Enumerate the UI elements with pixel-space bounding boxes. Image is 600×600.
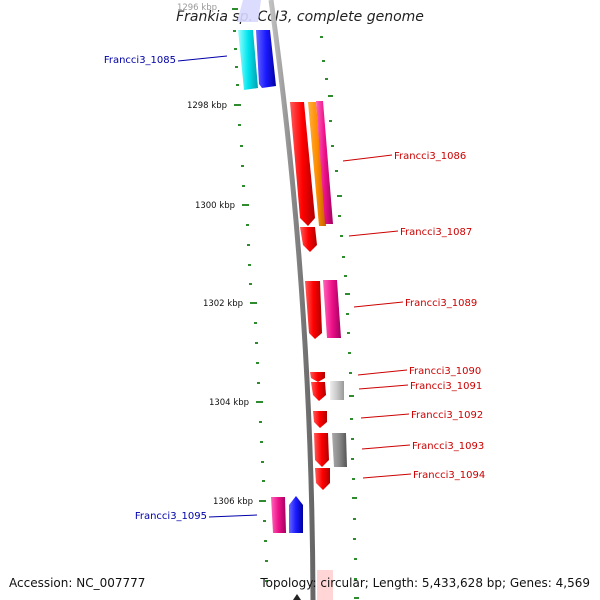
label-connector xyxy=(358,384,409,390)
gene-cds-francci3-1092[interactable] xyxy=(313,411,327,428)
gene-label[interactable]: Francci3_1087 xyxy=(400,227,472,238)
gene-cds-magenta[interactable] xyxy=(323,280,341,338)
gene-cds-francci3-1086[interactable] xyxy=(290,102,315,226)
gene-cds-magenta[interactable] xyxy=(271,497,286,533)
label-connector xyxy=(353,301,404,308)
gene-label[interactable]: Francci3_1095 xyxy=(135,511,207,522)
gene-label[interactable]: Francci3_1091 xyxy=(410,381,482,392)
gene-label[interactable]: Francci3_1094 xyxy=(413,470,485,481)
gene-cds-red[interactable] xyxy=(311,382,326,401)
outer-tick-dots xyxy=(320,36,359,599)
gene-cds-francci3-1094[interactable] xyxy=(315,468,330,490)
accession-text: Accession: NC_007777 xyxy=(9,576,146,590)
tick-label: 1300 kbp xyxy=(195,201,235,211)
gene-label[interactable]: Francci3_1092 xyxy=(411,410,483,421)
tick-label: 1296 kbp xyxy=(177,3,217,13)
gene-label[interactable]: Francci3_1085 xyxy=(104,55,176,66)
gene-label[interactable]: Francci3_1086 xyxy=(394,151,466,162)
marker-triangle xyxy=(293,594,301,600)
gene-cds-francci3-1085[interactable] xyxy=(238,30,258,90)
gene-cds-francci3-1090[interactable] xyxy=(310,372,325,382)
inner-tick-dots xyxy=(232,8,268,582)
gene-label[interactable]: Francci3_1090 xyxy=(409,366,481,377)
gene-cds-francci3-1093[interactable] xyxy=(314,433,329,467)
gene-cds-orange[interactable] xyxy=(308,102,326,226)
label-connector xyxy=(361,444,411,450)
label-connector xyxy=(357,369,408,376)
label-connector xyxy=(177,55,228,62)
gene-label[interactable]: Francci3_1093 xyxy=(412,441,484,452)
genome-stats-text: Topology: circular; Length: 5,433,628 bp… xyxy=(260,576,590,590)
gene-cds-francci3-1087[interactable] xyxy=(300,227,317,252)
label-connector xyxy=(362,473,412,479)
gene-cds-gray[interactable] xyxy=(332,433,347,467)
gene-cds-faint-red[interactable] xyxy=(317,570,333,600)
gene-cds-faint-blue[interactable] xyxy=(237,0,261,22)
gene-cds-magenta[interactable] xyxy=(316,101,333,224)
gene-cds-francci3-1089[interactable] xyxy=(305,281,322,339)
label-connector xyxy=(348,230,399,237)
tick-label: 1304 kbp xyxy=(209,398,249,408)
gene-cds-blue[interactable] xyxy=(256,30,276,88)
tick-label: 1302 kbp xyxy=(203,299,243,309)
gene-cds-francci3-1095[interactable] xyxy=(289,496,303,533)
tick-label: 1298 kbp xyxy=(187,101,227,111)
tick-label: 1306 kbp xyxy=(213,497,253,507)
label-connector xyxy=(360,413,410,419)
label-connector xyxy=(342,154,393,162)
gene-cds-francci3-1091[interactable] xyxy=(330,381,344,400)
gene-label[interactable]: Francci3_1089 xyxy=(405,298,477,309)
label-connector xyxy=(208,514,258,518)
genome-backbone xyxy=(268,0,316,600)
